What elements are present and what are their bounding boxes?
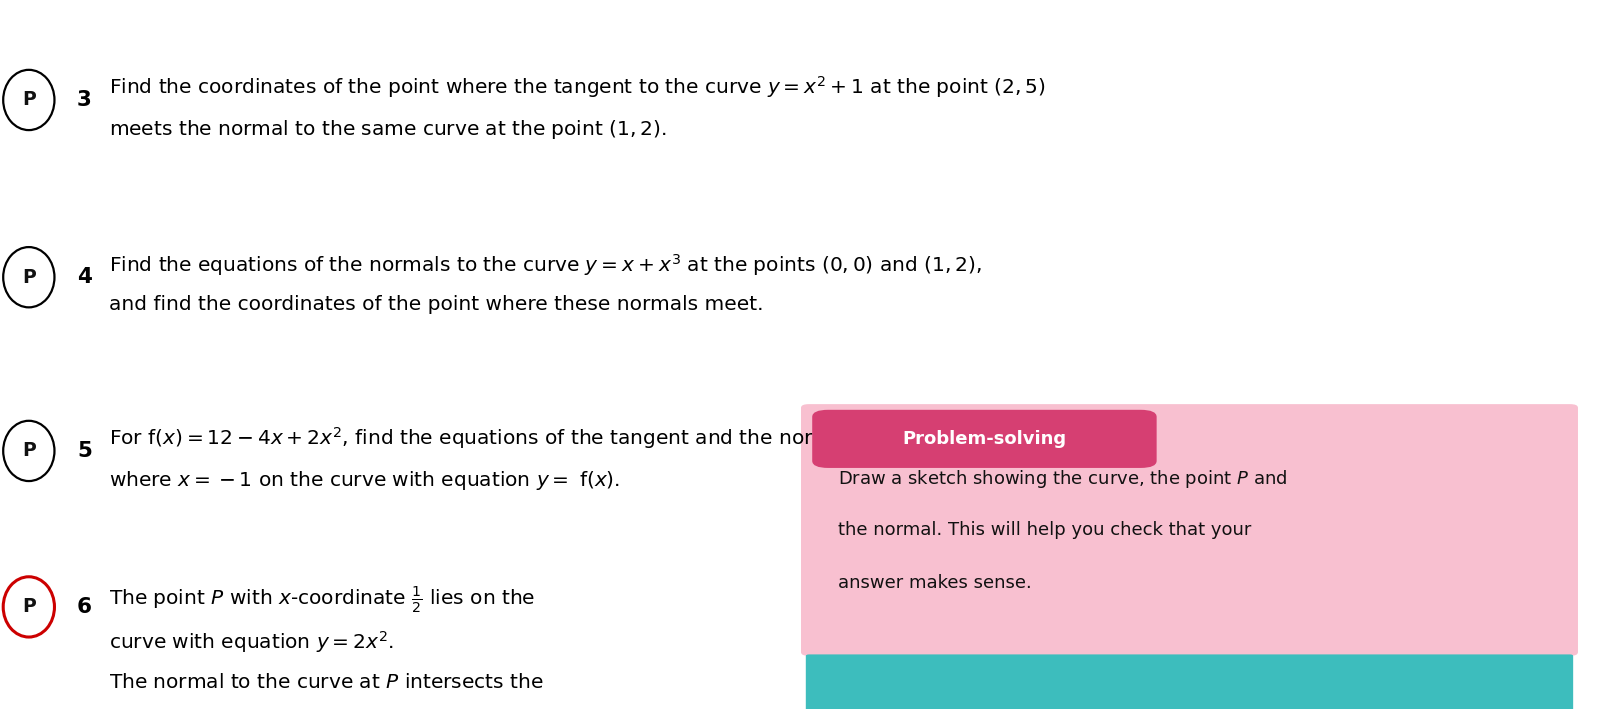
Text: Find the equations of the normals to the curve $y = x + x^3$ at the points $(0, : Find the equations of the normals to the… [109, 252, 982, 278]
Text: The normal to the curve at $P$ intersects the: The normal to the curve at $P$ intersect… [109, 673, 543, 692]
Text: 4: 4 [77, 267, 91, 287]
Text: Problem-solving: Problem-solving [902, 430, 1067, 448]
Text: and find the coordinates of the point where these normals meet.: and find the coordinates of the point wh… [109, 295, 764, 314]
Text: P: P [22, 598, 35, 616]
FancyBboxPatch shape [812, 410, 1157, 468]
FancyBboxPatch shape [806, 654, 1573, 709]
Text: For f$(x) = 12 - 4x + 2x^2$, find the equations of the tangent and the normal at: For f$(x) = 12 - 4x + 2x^2$, find the eq… [109, 425, 974, 452]
Text: The point $P$ with $x$-coordinate $\frac{1}{2}$ lies on the: The point $P$ with $x$-coordinate $\frac… [109, 585, 535, 615]
FancyBboxPatch shape [801, 404, 1578, 656]
Text: Draw a sketch showing the curve, the point $P$ and: Draw a sketch showing the curve, the poi… [838, 468, 1286, 490]
Text: 5: 5 [77, 441, 91, 461]
Text: P: P [22, 91, 35, 109]
Text: P: P [22, 268, 35, 286]
Text: where $x = -1$ on the curve with equation $y =$ f$(x)$.: where $x = -1$ on the curve with equatio… [109, 469, 620, 492]
Text: 6: 6 [77, 597, 91, 617]
Text: Find the coordinates of the point where the tangent to the curve $y = x^2 + 1$ a: Find the coordinates of the point where … [109, 74, 1046, 101]
Text: the normal. This will help you check that your: the normal. This will help you check tha… [838, 521, 1251, 539]
Text: curve with equation $y = 2x^2$.: curve with equation $y = 2x^2$. [109, 629, 394, 655]
Text: meets the normal to the same curve at the point $(1, 2)$.: meets the normal to the same curve at th… [109, 118, 666, 141]
Text: 3: 3 [77, 90, 91, 110]
Text: answer makes sense.: answer makes sense. [838, 574, 1032, 592]
Text: P: P [22, 442, 35, 460]
